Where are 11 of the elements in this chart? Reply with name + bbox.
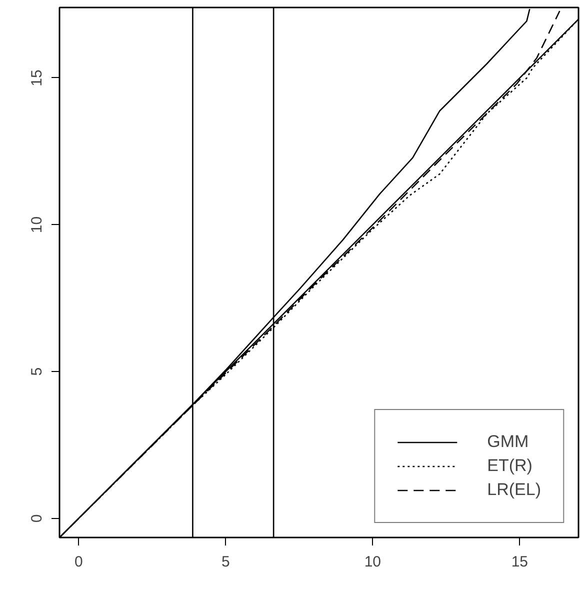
x-tick-label: 15 <box>511 554 528 570</box>
y-tick-label: 10 <box>28 216 46 234</box>
y-tick-label: 15 <box>28 70 46 86</box>
legend-label: LR(EL) <box>487 480 541 500</box>
y-tick-label: 0 <box>28 514 46 523</box>
legend-label: GMM <box>487 432 529 452</box>
x-tick-label: 0 <box>74 554 83 570</box>
legend-label: ET(R) <box>487 456 532 476</box>
y-tick-label: 5 <box>28 367 46 376</box>
x-tick-label: 5 <box>221 554 230 570</box>
x-tick-label: 10 <box>364 554 382 570</box>
